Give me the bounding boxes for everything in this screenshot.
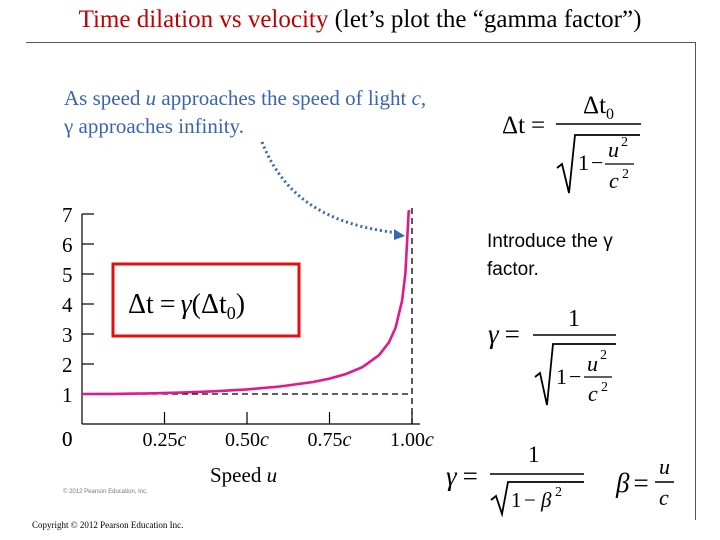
svg-text:c: c xyxy=(609,168,619,193)
svg-text:1: 1 xyxy=(511,488,522,512)
y-tick-label: 1 xyxy=(62,383,73,407)
svg-text:2: 2 xyxy=(600,348,607,363)
beta-equation: β = u c xyxy=(615,454,674,510)
title-red: Time dilation vs velocity xyxy=(78,6,329,33)
svg-text:β=: β = xyxy=(615,468,649,498)
svg-text:2: 2 xyxy=(601,380,608,395)
intro-text: Introduce the γ factor. xyxy=(487,231,613,280)
boxed-equation: Δt = γ(Δt0) xyxy=(128,289,245,323)
slide-title: Time dilation vs velocity (let’s plot th… xyxy=(0,6,720,34)
x-tick-label: 0.50c xyxy=(225,429,269,451)
svg-text:β: β xyxy=(540,488,552,512)
y-tick-label: 6 xyxy=(62,233,73,257)
svg-text:2: 2 xyxy=(621,135,628,150)
svg-text:Δt0: Δt0 xyxy=(583,92,614,123)
gamma-beta-equation: γ = 1 1 − β 2 xyxy=(446,442,584,518)
annotation-arrow xyxy=(260,141,399,235)
y-tick-label: 3 xyxy=(62,323,73,347)
x-axis-label-word: Speed xyxy=(210,463,267,487)
curve-annotation: As speed u approaches the speed of light… xyxy=(64,84,426,140)
y-tick-label: 0 xyxy=(62,427,73,451)
slide-copyright: Copyright © 2012 Pearson Education Inc. xyxy=(32,520,184,530)
svg-text:1: 1 xyxy=(578,150,589,175)
x-tick-label: 0.25c xyxy=(143,429,187,451)
svg-text:−: − xyxy=(591,150,603,175)
svg-text:γ=: γ = xyxy=(488,319,520,349)
annotation-line1: As speed u approaches the speed of light… xyxy=(64,86,427,110)
dilation-radical xyxy=(556,134,640,194)
gamma-radical xyxy=(534,343,616,406)
svg-text:c: c xyxy=(659,485,669,510)
svg-text:1: 1 xyxy=(568,306,580,332)
svg-text:u: u xyxy=(608,137,619,162)
svg-text:Δt=γ(Δt0): Δt = γ(Δt0) xyxy=(128,289,245,323)
title-black: (let’s plot the “gamma factor”) xyxy=(334,6,642,33)
annotation-line2: γ approaches infinity. xyxy=(64,114,244,138)
svg-text:2: 2 xyxy=(555,485,562,500)
svg-text:u: u xyxy=(587,351,598,376)
y-tick-label: 2 xyxy=(62,353,73,377)
boxed-equation-frame xyxy=(111,262,301,338)
svg-text:−: − xyxy=(524,488,536,512)
svg-text:u: u xyxy=(659,454,670,479)
svg-text:1: 1 xyxy=(528,442,540,467)
svg-text:c: c xyxy=(588,381,598,406)
chart-copyright: © 2012 Pearson Education, Inc. xyxy=(63,489,148,495)
gamma-equation: γ = 1 1 − u 2 c 2 xyxy=(488,306,616,406)
y-tick-label: 5 xyxy=(62,263,73,287)
time-dilation-equation: Δt = Δt0 1 − u 2 c 2 xyxy=(502,92,641,194)
right-border xyxy=(695,42,696,520)
x-tick-label: 0.75c xyxy=(308,429,352,451)
annotation-arrowhead xyxy=(394,229,405,240)
x-axis-label-variable: u xyxy=(267,463,278,487)
y-tick-label: 7 xyxy=(62,203,73,227)
svg-text:Δt=: Δt = xyxy=(502,112,545,139)
gamma-beta-radical xyxy=(490,481,584,518)
svg-text:2: 2 xyxy=(622,167,629,182)
svg-text:γ=: γ = xyxy=(446,461,478,491)
x-tick-label: 1.00c xyxy=(390,429,434,451)
y-tick-label: 4 xyxy=(62,293,73,317)
svg-text:1: 1 xyxy=(556,364,567,389)
svg-text:−: − xyxy=(569,364,581,389)
title-divider xyxy=(26,42,696,43)
gamma-curve xyxy=(81,209,411,396)
x-axis-label: Speed u xyxy=(210,463,277,487)
x-origin-label: 0 xyxy=(62,427,73,451)
